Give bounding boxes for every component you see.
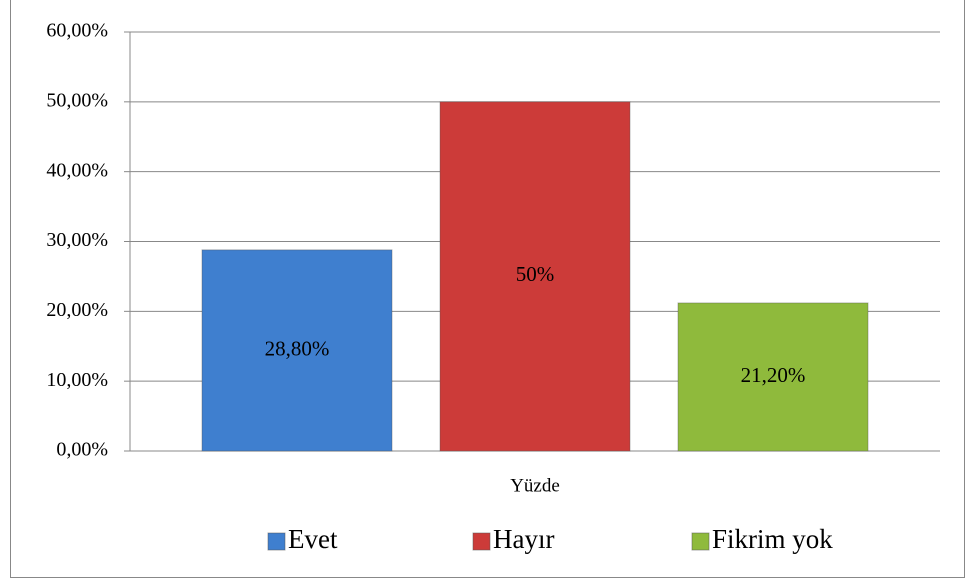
y-tick-label: 50,00%	[46, 89, 108, 111]
legend-swatch	[472, 532, 491, 551]
x-tick-label: Yüzde	[510, 475, 560, 496]
bar	[677, 302, 869, 452]
legend-label: Fikrim yok	[712, 524, 833, 554]
y-tick-label: 20,00%	[46, 299, 108, 321]
legend-swatch	[691, 532, 710, 551]
bar	[439, 101, 631, 452]
bar	[201, 249, 393, 452]
y-tick-label: 0,00%	[56, 439, 108, 461]
y-tick-label: 60,00%	[46, 20, 108, 42]
data-label: 50%	[516, 262, 555, 286]
y-tick-label: 40,00%	[46, 159, 108, 181]
data-label: 21,20%	[741, 363, 806, 387]
legend-label: Hayır	[493, 524, 554, 554]
y-tick-label: 10,00%	[46, 369, 108, 391]
legend-label: Evet	[288, 524, 338, 554]
legend-swatch	[267, 532, 286, 551]
chart-border	[10, 0, 965, 578]
data-label: 28,80%	[265, 336, 330, 360]
y-tick-label: 30,00%	[46, 229, 108, 251]
